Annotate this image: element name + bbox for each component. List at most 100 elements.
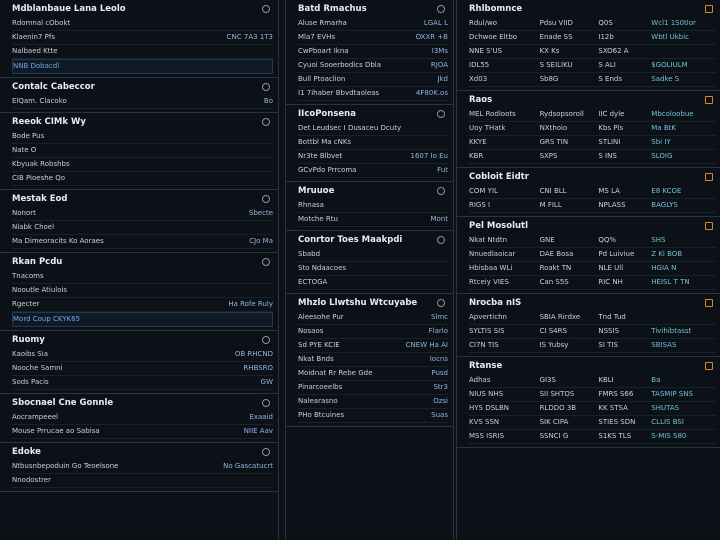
row: Mla7 EVHs OXXR +B [298, 31, 448, 45]
cell: Ntbusnbepoduin Go Teoelsone [12, 462, 119, 470]
cell: DAE Bosa [539, 250, 574, 258]
cell: Nnuedlaoicar [469, 250, 516, 258]
row: Aluse Rmarha LGAL L [298, 17, 448, 31]
cell: Wbtl Ukbic [651, 33, 689, 41]
cell: Suas [431, 411, 448, 419]
row: Mord Coup CKYK65 [12, 312, 273, 327]
row: Nlabk Choel [12, 221, 273, 235]
panel: IIcoPonsena Det Leudsec I Dusaceu Dcuty Bo… [286, 105, 453, 182]
cell: Nate O [12, 146, 37, 154]
cell: Q0S [598, 19, 613, 27]
cell: RHBSRO [243, 364, 273, 372]
row: Xd03 Sb8G S Ends Sadke S [469, 73, 716, 87]
cell: Bode Pus [12, 132, 45, 140]
row: ElQam. Clacoko Bo [12, 95, 273, 109]
panel: Sbocnael Cne Gonnle Aocrampeeel Exaaid Mous… [0, 394, 278, 443]
row: SYLTIS SIS CI S4RS NSSIS Tivihibtasst [469, 325, 716, 339]
cell: CNC 7A3 1T3 [226, 33, 273, 41]
cell: ElQam. Clacoko [12, 97, 67, 105]
row: MSS ISRIS SSNCI G S1KS TLS S-MIS S80 [469, 430, 716, 444]
cell: Nooche Samni [12, 364, 63, 372]
cell: CIB Pioeshe Qo [12, 174, 65, 182]
cell: Pd Luiviue [598, 250, 635, 258]
cell: RLDDO 3B [539, 404, 577, 412]
cell: S-MIS S80 [651, 432, 687, 440]
panel: Rhlbomnce Rdul/wo Pdsu VIID Q0S Wcl1 1S0tlor… [457, 0, 720, 91]
cell: SBISAS [651, 341, 677, 349]
row: MEL Rodloots Rydsopsoroll IIC dyle Mbcoloob… [469, 108, 716, 122]
cell: SHUTAS [651, 404, 680, 412]
cell: Roakt TN [539, 264, 572, 272]
cell: Klaenin7 Pfs [12, 33, 55, 41]
row: Rdul/wo Pdsu VIID Q0S Wcl1 1S0tlor [469, 17, 716, 31]
cell: CI S4RS [539, 327, 567, 335]
panel: Conrtor Toes Maakpdi Sbabd Sto Ndaacoes ECT… [286, 231, 453, 294]
cell: S Ends [598, 75, 622, 83]
row: Nate O [12, 144, 273, 158]
row: Rgecter Ha Rofe Ruly [12, 298, 273, 312]
cell: Ha Rofe Ruly [228, 300, 273, 308]
panel-title: Reeok CIMk Wy [12, 115, 273, 130]
cell: Motche Rtu [298, 215, 338, 223]
column: Batd Rmachus Aluse Rmarha LGAL L Mla7 EVHs O… [285, 0, 454, 540]
row: Bull Ptoaclion Jkd [298, 73, 448, 87]
cell: GNE [539, 236, 555, 244]
cell: Uoy THatk [469, 124, 506, 132]
column: Mdblanbaue Lana Leolo Rdomnal cObokt Klaen… [0, 0, 279, 540]
cell: Aleesohe Pur [298, 313, 344, 321]
row: CI7N TIS IS Yubsy SI TIS SBISAS [469, 339, 716, 353]
cell: SYLTIS SIS [469, 327, 505, 335]
cell: Xd03 [469, 75, 488, 83]
panel: Raos MEL Rodloots Rydsopsoroll IIC dyle Mbco… [457, 91, 720, 168]
cell: NXthoio [539, 124, 568, 132]
row: GCvPdo Prrcoma Fut [298, 164, 448, 178]
cell: Rhnasa [298, 201, 324, 209]
cell: Nnodostrer [12, 476, 51, 484]
cell: Sb8G [539, 75, 559, 83]
panel: Cobloit Eidtr COM YIL CNI BLL MS LA E8 KCOE R… [457, 168, 720, 217]
cell: KVS SSN [469, 418, 500, 426]
cell: NSSIS [598, 327, 620, 335]
cell: GW [260, 378, 273, 386]
cell: Nlabk Choel [12, 223, 55, 231]
cell: Sd PYE KCIE [298, 341, 340, 349]
cell: Nkat Bnds [298, 355, 334, 363]
row: Nkat Ntdtn GNE QQ% SHS [469, 234, 716, 248]
cell: SII SHTOS [539, 390, 575, 398]
row: Kaoibs Sia OB RHCND [12, 348, 273, 362]
cell: QQ% [598, 236, 617, 244]
cell: Flarlo [428, 327, 448, 335]
panel-title: IIcoPonsena [298, 107, 448, 122]
panel: Batd Rmachus Aluse Rmarha LGAL L Mla7 EVHs O… [286, 0, 453, 105]
cell: E8 KCOE [651, 187, 682, 195]
row: Det Leudsec I Dusaceu Dcuty [298, 122, 448, 136]
panel: Rtanse Adhas GI3S KBLI Ba NIUS NHS SII SHTOS FM… [457, 357, 720, 448]
cell: Aocrampeeel [12, 413, 59, 421]
cell: Bull Ptoaclion [298, 75, 346, 83]
cell: Enade SS [539, 33, 573, 41]
row: Bottbl Ma cNKs [298, 136, 448, 150]
row: HYS DSLBN RLDDO 3B KK STSA SHUTAS [469, 402, 716, 416]
row: NNE S'US KX Ks SXO62 A [469, 45, 716, 59]
row: Pinarcoeelbs Str3 [298, 381, 448, 395]
cell: CLLIS BSI [651, 418, 684, 426]
cell: SI TIS [598, 341, 618, 349]
row: Bode Pus [12, 130, 273, 144]
cell: S1KS TLS [598, 432, 632, 440]
cell: CwPboart Ikna [298, 47, 349, 55]
cell: Can S5S [539, 278, 569, 286]
cell: OB RHCND [234, 350, 273, 358]
cell: I3Ms [431, 47, 448, 55]
cell: Ozsi [433, 397, 448, 405]
cell: NLE Ull [598, 264, 624, 272]
cell: STIES SDN [598, 418, 636, 426]
cell: SHS [651, 236, 666, 244]
cell: IIC dyle [598, 110, 625, 118]
row: Aocrampeeel Exaaid [12, 411, 273, 425]
cell: Kaoibs Sia [12, 350, 48, 358]
cell: Sbi IY [651, 138, 671, 146]
cell: Nosaos [298, 327, 324, 335]
panel: Pel Mosolutl Nkat Ntdtn GNE QQ% SHS Nnuedlaoi… [457, 217, 720, 294]
panel-title: Batd Rmachus [298, 2, 448, 17]
cell: Moidnat Rr Rebe Gde [298, 369, 373, 377]
